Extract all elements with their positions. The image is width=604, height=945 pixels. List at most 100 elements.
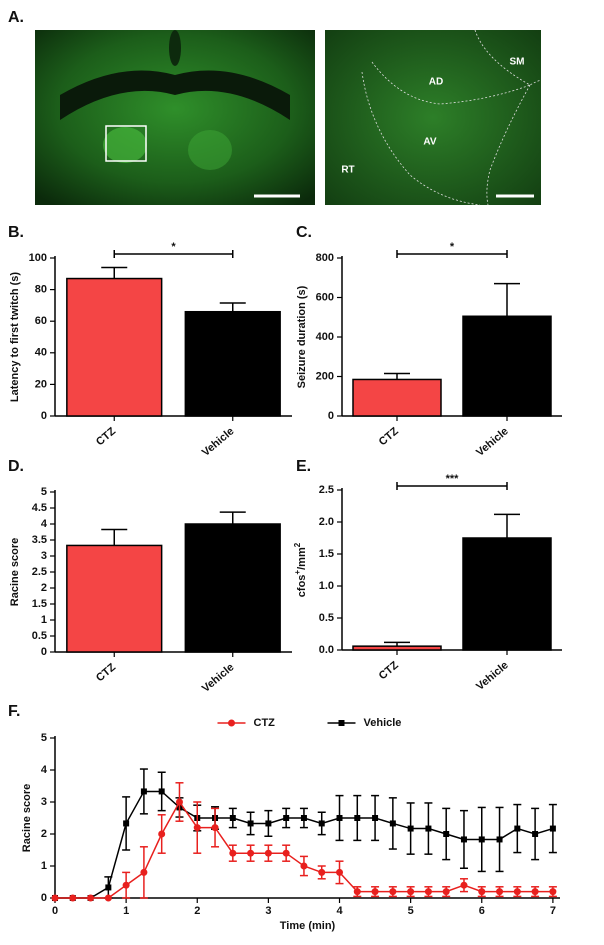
y-axis-label: Seizure duration (s): [296, 285, 308, 388]
point: [532, 831, 539, 837]
y-tick-label: 0.5: [319, 612, 334, 624]
point: [229, 815, 236, 821]
y-tick-label: 5: [41, 732, 47, 744]
point: [123, 820, 130, 827]
point: [104, 894, 112, 902]
x-axis-label: Time (min): [280, 920, 336, 932]
x-tick-label: Vehicle: [200, 661, 237, 695]
y-tick-label: 5: [41, 486, 47, 498]
x-tick-label: 3: [265, 905, 271, 917]
bar: [184, 523, 281, 653]
x-tick-label: CTZ: [377, 659, 401, 682]
point: [229, 849, 237, 857]
x-tick-label: 7: [550, 905, 556, 917]
y-tick-label: 1.0: [319, 580, 334, 592]
x-tick-label: CTZ: [94, 425, 118, 448]
legend-marker: [228, 719, 235, 727]
point: [247, 849, 255, 857]
point: [424, 888, 432, 896]
panel-label: E.: [296, 458, 311, 475]
point: [336, 815, 343, 821]
y-tick-label: 20: [35, 378, 47, 390]
point: [425, 825, 432, 832]
point: [87, 894, 95, 902]
point: [389, 820, 396, 827]
legend-label: Vehicle: [364, 717, 402, 729]
legend-marker: [338, 720, 345, 726]
y-tick-label: 100: [29, 252, 47, 264]
point: [496, 888, 504, 896]
panel-label: F.: [8, 703, 20, 720]
point: [69, 894, 77, 902]
y-axis-label: Racine score: [21, 784, 33, 852]
x-tick-label: 6: [479, 905, 485, 917]
point: [531, 888, 539, 896]
y-tick-label: 1.5: [32, 598, 47, 610]
region-label: RT: [341, 165, 354, 176]
y-tick-label: 2: [41, 582, 47, 594]
y-tick-label: 4.5: [32, 502, 47, 514]
y-tick-label: 4: [41, 764, 48, 776]
point: [175, 798, 183, 806]
panel-label: C.: [296, 224, 312, 241]
point: [442, 888, 450, 896]
point: [140, 868, 148, 876]
point: [282, 849, 290, 857]
x-tick-label: CTZ: [94, 661, 118, 684]
y-axis-label: Racine score: [9, 538, 21, 606]
y-axis-label-part: 2: [293, 542, 302, 547]
y-tick-label: 2.5: [319, 484, 334, 496]
significance-label: *: [450, 241, 455, 253]
point: [193, 824, 201, 832]
significance-label: *: [171, 241, 176, 253]
point: [460, 836, 467, 843]
x-tick-label: CTZ: [377, 425, 401, 448]
point: [105, 884, 112, 891]
point: [264, 849, 272, 857]
point: [300, 815, 307, 821]
significance-label: ***: [446, 473, 460, 485]
bar: [66, 277, 163, 417]
point: [265, 820, 272, 827]
y-tick-label: 400: [316, 331, 334, 343]
y-tick-label: 4: [41, 518, 48, 530]
y-tick-label: 600: [316, 291, 334, 303]
y-axis-label-part: /mm: [296, 547, 308, 570]
y-tick-label: 2.0: [319, 516, 334, 528]
point: [513, 888, 521, 896]
region-label: AD: [429, 77, 443, 88]
y-axis-label-part: cfos: [296, 575, 308, 598]
y-tick-label: 0: [328, 410, 334, 422]
panel-label: D.: [8, 458, 24, 475]
panel-label: B.: [8, 224, 24, 241]
point: [549, 888, 557, 896]
y-tick-label: 1.5: [319, 548, 334, 560]
y-tick-label: 2.5: [32, 566, 47, 578]
x-tick-label: 5: [408, 905, 414, 917]
y-tick-label: 60: [35, 315, 47, 327]
x-tick-label: Vehicle: [474, 659, 511, 693]
x-tick-label: 2: [194, 905, 200, 917]
point: [140, 788, 147, 795]
micrograph-left: [35, 30, 315, 205]
region-label: SM: [510, 57, 525, 68]
y-tick-label: 0.5: [32, 630, 47, 642]
y-tick-label: 0: [41, 410, 47, 422]
point: [354, 815, 361, 821]
y-tick-label: 2: [41, 828, 47, 840]
y-tick-label: 800: [316, 252, 334, 264]
y-tick-label: 1: [41, 860, 47, 872]
y-tick-label: 3: [41, 796, 47, 808]
x-tick-label: Vehicle: [474, 425, 511, 459]
region-label: AV: [423, 137, 436, 148]
point: [300, 862, 308, 870]
point: [514, 825, 521, 832]
point: [122, 881, 130, 889]
point: [318, 820, 325, 827]
y-tick-label: 0: [41, 646, 47, 658]
y-tick-label: 40: [35, 347, 47, 359]
bar: [184, 310, 281, 417]
point: [51, 894, 59, 902]
point: [158, 788, 165, 795]
point: [478, 888, 486, 896]
